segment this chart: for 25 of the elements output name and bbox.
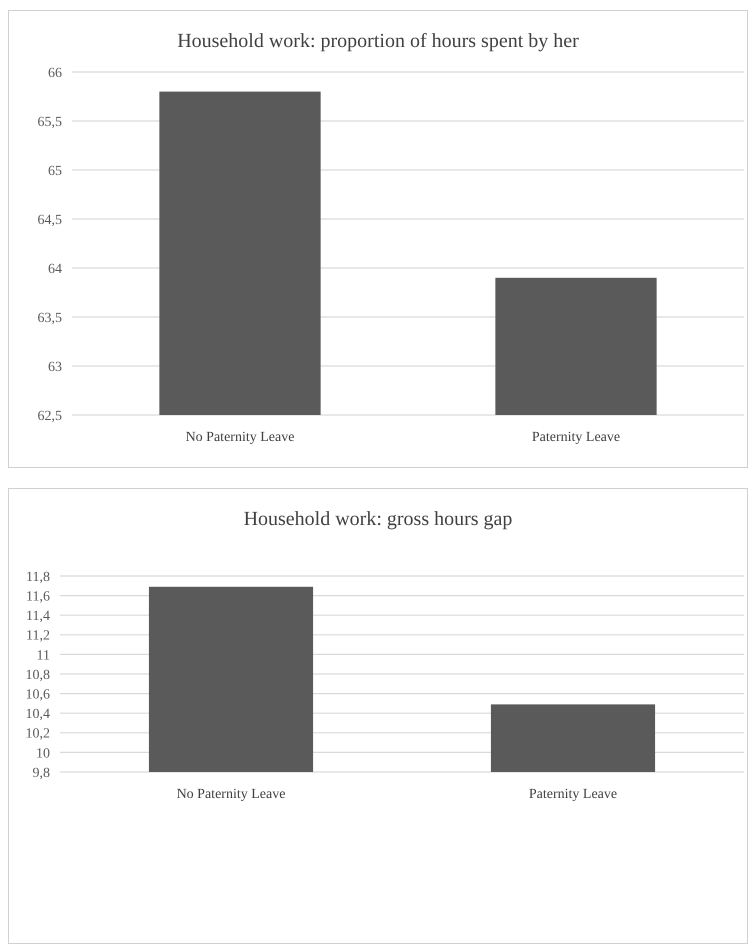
y-tick-label: 63,5 [38, 310, 62, 326]
y-tick-label: 63 [48, 360, 62, 375]
y-tick-label: 64,5 [38, 212, 62, 228]
x-tick-label: No Paternity Leave [176, 787, 286, 802]
y-tick-label: 11,4 [26, 609, 50, 624]
chart-title: Household work: proportion of hours spent by her [177, 30, 580, 52]
y-tick-label: 62,5 [38, 408, 62, 424]
x-tick-label: Paternity Leave [528, 787, 618, 802]
y-tick-label: 65 [48, 164, 62, 179]
y-tick-label: 9,8 [32, 766, 50, 781]
y-tick-label: 11,2 [26, 628, 50, 644]
y-tick-label: 66 [48, 66, 62, 81]
y-tick-label: 10 [36, 746, 50, 762]
y-tick-label: 10,6 [26, 688, 50, 702]
x-tick-label: No Paternity Leave [186, 430, 294, 445]
x-tick-label: Paternity Leave [532, 430, 620, 445]
y-tick-label: 10,4 [26, 707, 50, 722]
y-tick-label: 65,5 [38, 114, 62, 130]
chart-title: Household work: gross hours gap [244, 508, 512, 530]
y-tick-label: 10,2 [26, 726, 50, 742]
y-tick-label: 11,6 [26, 590, 50, 604]
y-tick-label: 10,8 [26, 668, 50, 683]
y-tick-label: 64 [48, 262, 62, 277]
y-tick-label: 11 [36, 648, 50, 664]
y-tick-label: 11,8 [26, 570, 50, 585]
